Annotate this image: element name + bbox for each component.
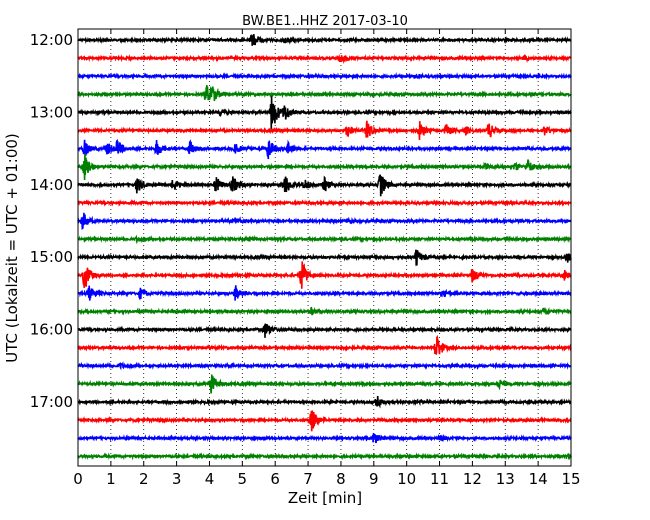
grid-lines (110, 29, 539, 466)
x-tick-label: 11 (430, 470, 449, 488)
seismic-trace (77, 334, 572, 355)
seismic-trace (77, 54, 572, 64)
seismic-trace (77, 153, 572, 181)
y-tick-label: 13:00 (30, 103, 73, 121)
x-tick-label: 14 (529, 470, 548, 488)
x-tick-label: 0 (73, 470, 83, 488)
y-tick-label: 14:00 (30, 176, 73, 194)
seismic-trace (77, 174, 572, 197)
x-tick-label: 3 (172, 470, 182, 488)
x-axis-label: Zeit [min] (288, 489, 362, 507)
x-axis: 0 1 2 3 4 5 6 7 8 9 10 11 12 13 14 15 (73, 29, 581, 488)
x-tick-label: 8 (336, 470, 346, 488)
seismic-trace (77, 285, 572, 301)
x-tick-label: 4 (205, 470, 215, 488)
y-tick-label: 16:00 (30, 321, 73, 339)
y-tick-label: 15:00 (30, 248, 73, 266)
seismic-trace (77, 306, 572, 316)
seismic-trace (77, 432, 572, 444)
seismic-trace (77, 361, 572, 371)
chart-title: BW.BE1..HHZ 2017-03-10 (242, 14, 408, 29)
x-tick-label: 2 (139, 470, 149, 488)
seismic-trace (77, 234, 572, 245)
seismic-trace (77, 34, 572, 46)
seismic-trace (77, 198, 572, 207)
y-tick-label: 12:00 (30, 31, 73, 49)
seismic-trace (77, 249, 572, 266)
seismic-trace (77, 452, 572, 461)
seismic-trace (77, 138, 572, 160)
x-tick-label: 10 (397, 470, 416, 488)
seismic-trace (77, 84, 572, 102)
x-tick-label: 12 (463, 470, 482, 488)
y-tick-label: 17:00 (30, 393, 73, 411)
seismic-trace (77, 410, 572, 432)
seismic-trace (77, 323, 572, 338)
seismic-trace (77, 96, 572, 129)
y-axis-label: UTC (Lokalzeit = UTC + 01:00) (3, 133, 21, 363)
seismic-trace (77, 212, 572, 230)
seismic-trace (77, 374, 572, 394)
plot-frame (77, 28, 572, 467)
trace-lines (77, 34, 572, 461)
x-tick-label: 9 (369, 470, 379, 488)
x-tick-label: 13 (496, 470, 515, 488)
x-tick-label: 1 (106, 470, 116, 488)
seismic-trace (77, 72, 572, 81)
y-axis: 12:00 13:00 14:00 15:00 16:00 17:00 (30, 31, 571, 411)
seismic-trace (77, 395, 572, 409)
x-tick-label: 5 (238, 470, 248, 488)
x-tick-label: 15 (561, 470, 580, 488)
seismic-trace (77, 120, 572, 140)
x-tick-label: 7 (303, 470, 313, 488)
x-tick-label: 6 (270, 470, 280, 488)
seismic-trace (77, 261, 572, 289)
